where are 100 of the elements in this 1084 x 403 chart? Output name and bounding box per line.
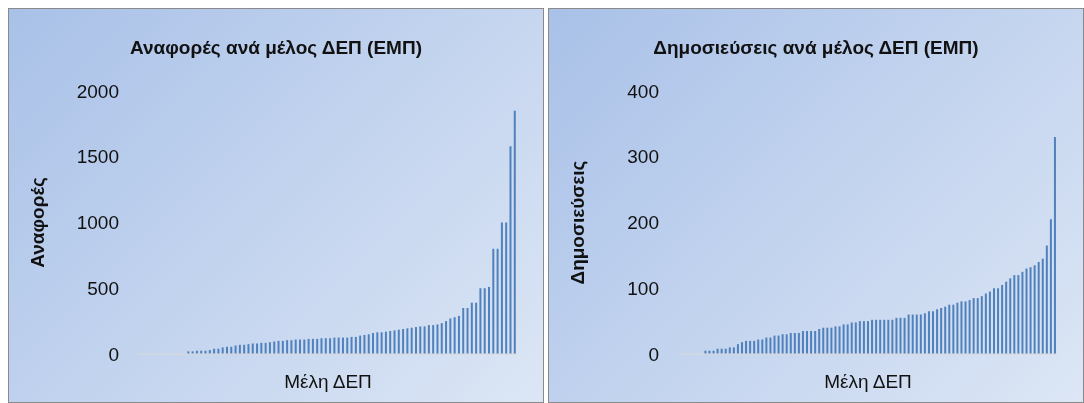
bar bbox=[432, 325, 435, 354]
bar bbox=[997, 288, 1000, 354]
bar bbox=[479, 288, 482, 354]
bar bbox=[940, 307, 943, 354]
bar bbox=[1025, 268, 1028, 354]
bar bbox=[907, 314, 910, 354]
bar bbox=[234, 345, 237, 354]
y-tick-label: 2000 bbox=[76, 80, 119, 102]
bar bbox=[324, 338, 327, 354]
bar bbox=[801, 330, 804, 354]
bar bbox=[948, 304, 951, 354]
bar bbox=[337, 337, 340, 354]
y-tick-label: 1500 bbox=[76, 146, 119, 168]
bar bbox=[887, 319, 890, 354]
bar bbox=[903, 317, 906, 354]
bar bbox=[769, 337, 772, 354]
bar bbox=[952, 304, 955, 354]
bar bbox=[1033, 265, 1036, 354]
bar bbox=[911, 314, 914, 354]
bar bbox=[797, 332, 800, 354]
bar bbox=[830, 327, 833, 354]
bar bbox=[376, 332, 379, 354]
bar bbox=[256, 343, 259, 354]
bar bbox=[960, 301, 963, 354]
bar bbox=[919, 314, 922, 354]
bar bbox=[927, 311, 930, 354]
bar bbox=[745, 340, 748, 354]
bar bbox=[1005, 281, 1008, 354]
y-tick-label: 400 bbox=[627, 80, 659, 102]
bar bbox=[992, 288, 995, 354]
y-tick-label: 500 bbox=[87, 277, 119, 299]
bar bbox=[1037, 261, 1040, 354]
y-tick-label: 0 bbox=[648, 343, 659, 365]
bar bbox=[500, 222, 503, 354]
bar bbox=[359, 335, 362, 354]
bar bbox=[470, 302, 473, 354]
bar bbox=[822, 327, 825, 354]
bar bbox=[956, 302, 959, 354]
bar bbox=[923, 313, 926, 354]
bar bbox=[765, 337, 768, 354]
bar bbox=[436, 324, 439, 354]
bar bbox=[320, 338, 323, 354]
bar bbox=[350, 336, 353, 354]
bar bbox=[221, 347, 224, 354]
bar bbox=[367, 334, 370, 354]
bar bbox=[453, 317, 456, 354]
bar bbox=[505, 222, 508, 354]
bar bbox=[984, 293, 987, 354]
bar bbox=[1041, 258, 1044, 354]
bar bbox=[761, 339, 764, 354]
bar bbox=[988, 291, 991, 354]
bar bbox=[341, 337, 344, 354]
y-axis-title: Αναφορές bbox=[26, 177, 48, 268]
bar bbox=[286, 340, 289, 354]
bar bbox=[303, 339, 306, 354]
bar bbox=[329, 338, 332, 354]
bar bbox=[1049, 219, 1052, 354]
bar bbox=[749, 340, 752, 354]
bar bbox=[806, 330, 809, 354]
bar bbox=[509, 146, 512, 354]
bar bbox=[1021, 271, 1024, 354]
bar bbox=[264, 342, 267, 354]
bar bbox=[846, 324, 849, 354]
x-axis-title: Μέλη ΔΕΠ bbox=[284, 371, 372, 392]
bar bbox=[251, 343, 254, 354]
bar bbox=[785, 334, 788, 354]
chart-title: Δημοσιεύσεις ανά μέλος ΔΕΠ (ΕΜΠ) bbox=[652, 37, 980, 59]
bar bbox=[363, 334, 366, 354]
bar bbox=[513, 110, 516, 354]
bar bbox=[414, 327, 417, 354]
bar bbox=[496, 248, 499, 354]
bar bbox=[389, 330, 392, 354]
bar bbox=[883, 319, 886, 354]
y-tick-label: 300 bbox=[627, 146, 659, 168]
bar bbox=[842, 324, 845, 354]
x-axis-title: Μέλη ΔΕΠ bbox=[824, 371, 912, 392]
bar bbox=[862, 321, 865, 354]
bar bbox=[475, 302, 478, 354]
bar bbox=[393, 330, 396, 354]
bar bbox=[1013, 275, 1016, 354]
bar bbox=[964, 301, 967, 354]
bar bbox=[488, 286, 491, 354]
bar bbox=[333, 337, 336, 354]
bar bbox=[866, 321, 869, 354]
bar bbox=[423, 326, 426, 354]
bar bbox=[290, 340, 293, 354]
bar bbox=[247, 344, 250, 354]
bar bbox=[260, 342, 263, 354]
bar bbox=[492, 248, 495, 354]
bar bbox=[875, 319, 878, 354]
bar bbox=[311, 338, 314, 354]
bar bbox=[932, 311, 935, 354]
bar bbox=[891, 319, 894, 354]
bar bbox=[879, 319, 882, 354]
bar bbox=[281, 340, 284, 354]
bar bbox=[1017, 275, 1020, 354]
bar bbox=[294, 339, 297, 354]
bar bbox=[781, 334, 784, 354]
bar bbox=[402, 329, 405, 354]
bar bbox=[384, 331, 387, 354]
